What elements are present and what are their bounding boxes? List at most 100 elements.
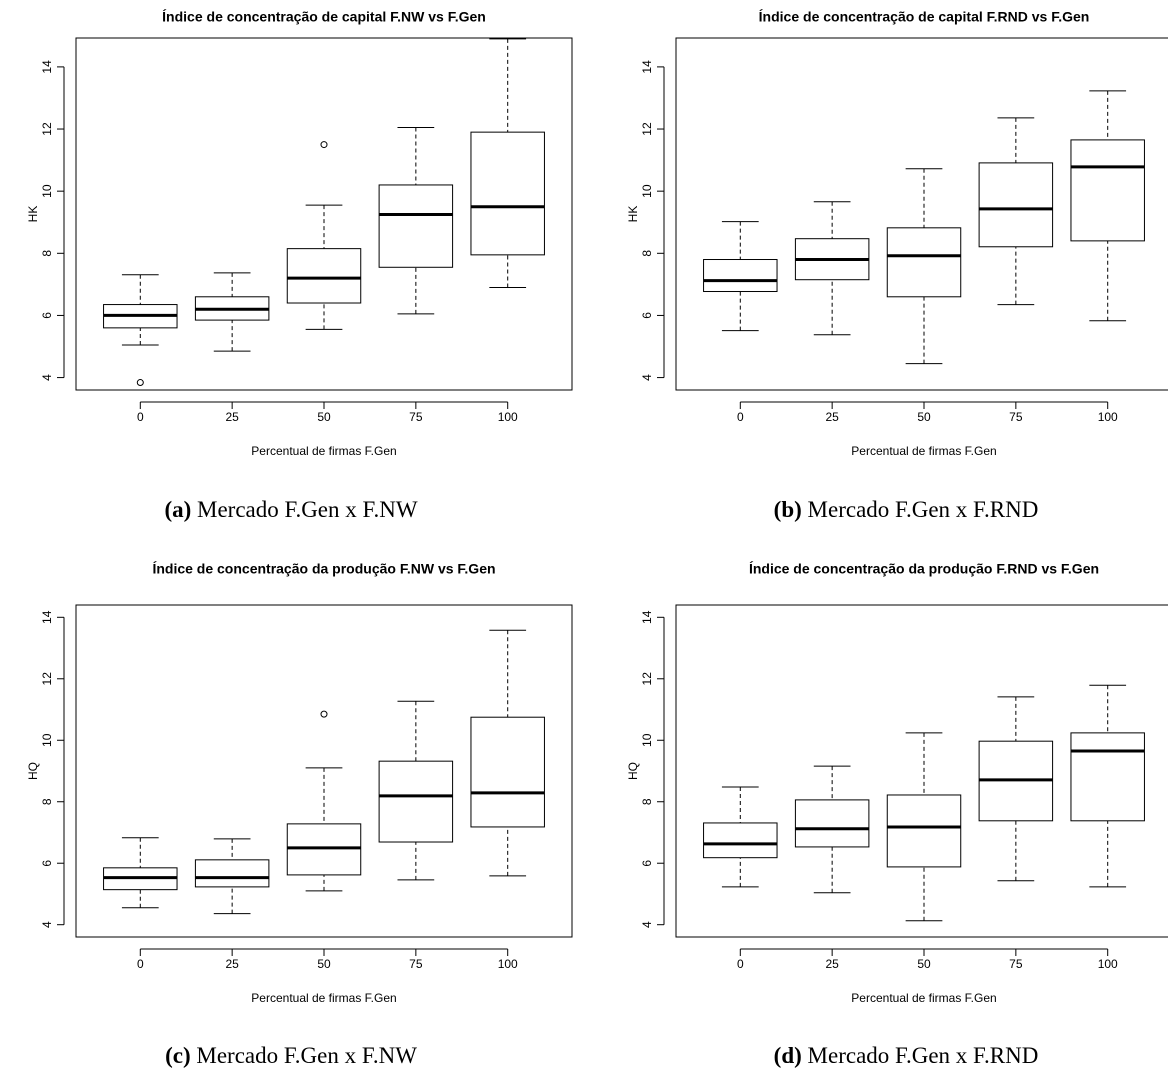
y-tick-label: 8 xyxy=(640,798,654,805)
outlier xyxy=(320,710,328,718)
x-tick-label: 75 xyxy=(1009,957,1023,971)
box xyxy=(194,859,270,888)
y-axis-label: HK xyxy=(26,206,40,223)
box-group xyxy=(978,696,1054,882)
caption: (c) Mercado F.Gen x F.NW xyxy=(165,1043,417,1068)
box xyxy=(378,184,454,268)
box xyxy=(703,822,778,859)
box xyxy=(470,131,545,256)
box-group xyxy=(103,837,178,909)
y-tick-label: 10 xyxy=(640,733,654,747)
box xyxy=(286,248,362,304)
box xyxy=(794,799,870,848)
y-tick-label: 4 xyxy=(640,921,654,928)
box-group xyxy=(703,786,778,888)
caption: (d) Mercado F.Gen x F.RND xyxy=(774,1043,1039,1068)
box-group xyxy=(194,272,270,352)
chart-title: Índice de concentração da produção F.RND… xyxy=(749,561,1099,577)
y-tick-label: 4 xyxy=(40,921,54,928)
caption-text: Mercado F.Gen x F.RND xyxy=(808,497,1039,522)
caption-label: (c) xyxy=(165,1043,191,1068)
caption-text: Mercado F.Gen x F.NW xyxy=(196,1043,417,1068)
box-group xyxy=(286,141,362,330)
box xyxy=(703,259,778,293)
caption: (b) Mercado F.Gen x F.RND xyxy=(774,497,1039,522)
chart-title: Índice de concentração de capital F.NW v… xyxy=(162,9,486,25)
y-tick-label: 8 xyxy=(40,250,54,257)
x-tick-label: 0 xyxy=(137,410,144,424)
y-axis-label: HK xyxy=(626,206,640,223)
y-tick-label: 12 xyxy=(40,672,54,686)
box-group xyxy=(286,710,362,892)
caption-label: (b) xyxy=(774,497,802,522)
box-group xyxy=(470,38,545,288)
x-tick-label: 0 xyxy=(137,957,144,971)
caption-text: Mercado F.Gen x F.RND xyxy=(808,1043,1039,1068)
x-tick-label: 75 xyxy=(1009,410,1023,424)
x-axis-label: Percentual de firmas F.Gen xyxy=(851,444,996,458)
y-tick-label: 10 xyxy=(640,184,654,198)
box xyxy=(1070,732,1145,822)
x-tick-label: 100 xyxy=(498,957,518,971)
box-group xyxy=(886,732,962,922)
plot-frame xyxy=(75,37,573,391)
x-tick-label: 50 xyxy=(917,957,931,971)
y-tick-label: 14 xyxy=(640,610,654,624)
plot-frame xyxy=(675,604,1168,938)
x-axis-label: Percentual de firmas F.Gen xyxy=(251,444,396,458)
y-tick-label: 14 xyxy=(640,60,654,74)
x-tick-label: 75 xyxy=(409,957,423,971)
x-tick-label: 0 xyxy=(737,410,744,424)
y-tick-label: 10 xyxy=(40,733,54,747)
box-group xyxy=(794,201,870,336)
box xyxy=(286,823,362,876)
x-tick-label: 0 xyxy=(737,957,744,971)
box-group xyxy=(978,117,1054,306)
box-group xyxy=(703,221,778,332)
x-axis-label: Percentual de firmas F.Gen xyxy=(251,991,396,1005)
x-axis-label: Percentual de firmas F.Gen xyxy=(851,991,996,1005)
y-tick-label: 14 xyxy=(40,60,54,74)
x-tick-label: 25 xyxy=(225,410,239,424)
y-tick-label: 12 xyxy=(640,122,654,136)
chart-title: Índice de concentração de capital F.RND … xyxy=(759,9,1090,25)
y-tick-label: 4 xyxy=(40,374,54,381)
box xyxy=(378,760,454,843)
box-group xyxy=(886,168,962,365)
x-tick-label: 50 xyxy=(317,410,331,424)
y-axis-label: HQ xyxy=(626,762,640,780)
y-tick-label: 8 xyxy=(40,798,54,805)
x-tick-label: 75 xyxy=(409,410,423,424)
plot-frame xyxy=(675,37,1168,391)
y-tick-label: 10 xyxy=(40,184,54,198)
x-tick-label: 50 xyxy=(917,410,931,424)
y-tick-label: 6 xyxy=(40,312,54,319)
y-tick-label: 14 xyxy=(40,610,54,624)
x-tick-label: 25 xyxy=(825,957,839,971)
x-tick-label: 100 xyxy=(1098,957,1118,971)
y-tick-label: 12 xyxy=(40,122,54,136)
y-tick-label: 6 xyxy=(640,312,654,319)
box-group xyxy=(103,274,178,387)
box-group xyxy=(378,126,454,315)
chart-title: Índice de concentração da produção F.NW … xyxy=(152,561,495,577)
y-axis-label: HQ xyxy=(26,762,40,780)
box xyxy=(978,162,1054,248)
y-tick-label: 6 xyxy=(40,860,54,867)
box-group xyxy=(470,629,545,877)
box xyxy=(470,716,545,828)
caption-text: Mercado F.Gen x F.NW xyxy=(197,497,418,522)
x-tick-label: 25 xyxy=(825,410,839,424)
caption-label: (a) xyxy=(164,497,191,522)
box-group xyxy=(1070,90,1145,322)
box-group xyxy=(378,700,454,881)
box-group xyxy=(1070,684,1145,888)
outlier xyxy=(136,379,144,387)
x-tick-label: 50 xyxy=(317,957,331,971)
x-tick-label: 100 xyxy=(498,410,518,424)
box-group xyxy=(194,838,270,915)
box xyxy=(886,794,962,868)
y-tick-label: 12 xyxy=(640,672,654,686)
plot-frame xyxy=(75,604,573,938)
